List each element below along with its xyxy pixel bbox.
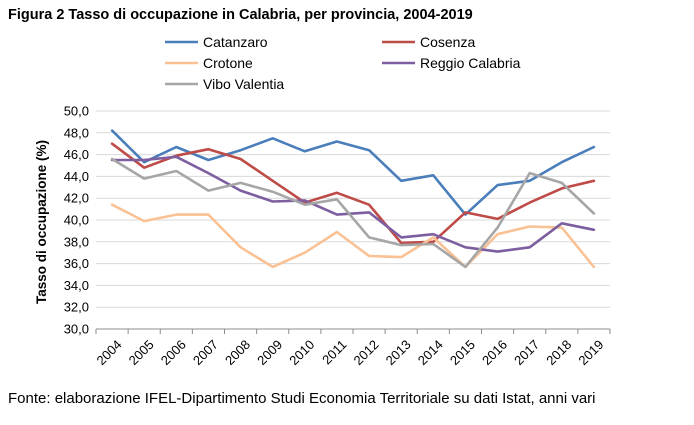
- legend-label: Vibo Valentia: [203, 76, 284, 92]
- x-tick-label: 2012: [351, 337, 382, 368]
- y-tick-label: 46,0: [64, 147, 89, 162]
- y-axis: 30,0 32,0 34,0 36,0 38,0 40,0 42,0 44,0 46,0 48,0…: [64, 104, 89, 337]
- y-tick-label: 36,0: [64, 256, 89, 271]
- figure-title: Figura 2 Tasso di occupazione in Calabri…: [8, 7, 473, 23]
- legend-label: Cosenza: [420, 34, 475, 50]
- x-tick-label: 2019: [575, 337, 606, 368]
- y-axis-label: Tasso di occupazione (%): [34, 140, 49, 304]
- y-tick-label: 32,0: [64, 300, 89, 315]
- legend: Catanzaro Cosenza Crotone Reggio Calabria Vi…: [165, 34, 521, 92]
- y-tick-label: 44,0: [64, 169, 89, 184]
- x-tick-label: 2006: [158, 337, 189, 368]
- x-tick-label: 2011: [319, 337, 349, 367]
- x-tick-label: 2007: [190, 337, 221, 368]
- x-tick-label: 2005: [126, 337, 157, 368]
- legend-label: Reggio Calabria: [420, 55, 521, 71]
- x-tick-label: 2004: [94, 337, 125, 368]
- x-tick-label: 2017: [511, 337, 542, 368]
- y-tick-label: 30,0: [64, 322, 89, 337]
- y-tick-label: 50,0: [64, 104, 89, 119]
- series-line-crotone: [110, 203, 596, 269]
- series-line-vibo-valentia: [110, 157, 596, 269]
- legend-label: Catanzaro: [203, 34, 268, 50]
- x-tick-label: 2014: [415, 337, 446, 368]
- legend-label: Crotone: [203, 55, 253, 71]
- x-tick-label: 2018: [543, 337, 574, 368]
- y-tick-label: 42,0: [64, 191, 89, 206]
- series-line-cosenza: [110, 142, 596, 245]
- y-tick-label: 40,0: [64, 213, 89, 228]
- gridlines: [96, 110, 610, 330]
- x-tick-label: 2016: [479, 337, 510, 368]
- series-line-reggio-calabria: [110, 155, 596, 253]
- x-tick-label: 2013: [383, 337, 414, 368]
- x-axis: 2004 2005 2006 2007 2008 2009 2010 2011 2012 2013…: [94, 328, 611, 368]
- y-tick-label: 48,0: [64, 125, 89, 140]
- series-lines: [110, 129, 596, 269]
- y-tick-label: 38,0: [64, 234, 89, 249]
- x-tick-label: 2015: [447, 337, 478, 368]
- x-tick-label: 2008: [222, 337, 253, 368]
- x-tick-label: 2009: [254, 337, 285, 368]
- series-line-catanzaro: [110, 129, 596, 216]
- y-tick-label: 34,0: [64, 278, 89, 293]
- x-tick-label: 2010: [286, 337, 317, 368]
- source-note: Fonte: elaborazione IFEL-Dipartimento St…: [8, 390, 596, 407]
